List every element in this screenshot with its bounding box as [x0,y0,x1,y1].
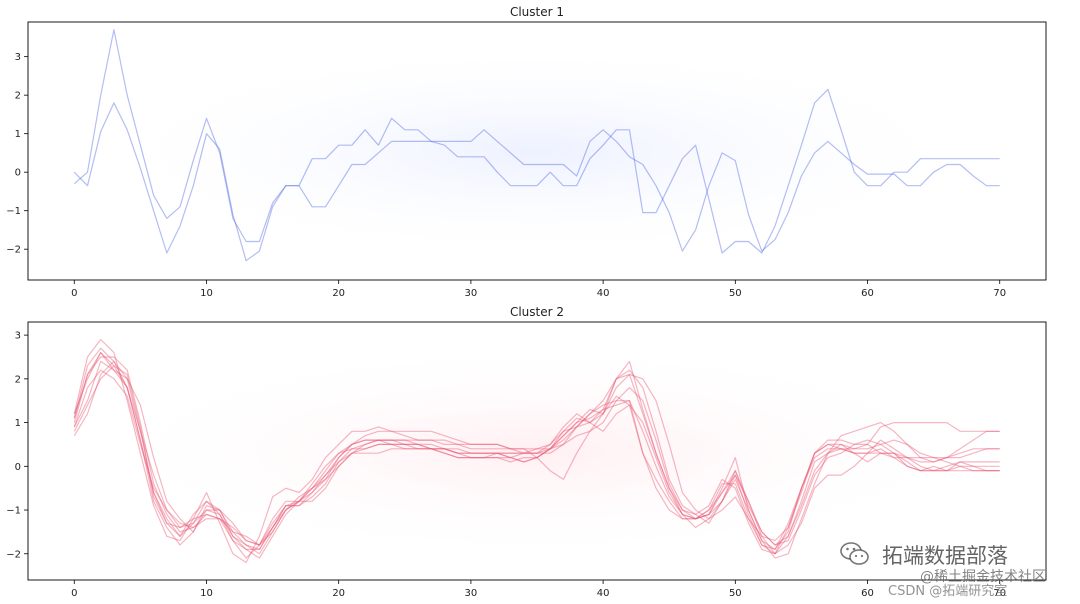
x-tick-label: 40 [597,288,610,299]
x-tick-label: 50 [729,288,742,299]
y-tick-label: 0 [15,168,21,179]
y-tick-label: −1 [6,506,21,517]
density-glow [80,42,994,260]
x-tick-label: 60 [861,288,874,299]
series-line-2 [73,360,1000,555]
y-tick-label: 2 [15,91,21,102]
series-line-1 [73,29,1000,254]
chart-title: Cluster 1 [510,5,564,19]
series-line-9 [73,369,1000,546]
series-line-6 [73,365,1000,555]
x-tick-label: 60 [861,588,874,599]
cluster-1-panel: 0 10 20 30 40 50 60 70 −2 −1 0 1 2 3 Cluster 1 [6,5,1047,299]
x-tick-label: 70 [993,588,1006,599]
x-tick-label: 30 [465,288,478,299]
y-tick-label: −2 [6,245,21,256]
cluster-2-panel: 0 10 20 30 40 50 60 70 −2 −1 0 1 2 3 Cluster 2 [6,305,1047,599]
chart-title: Cluster 2 [510,305,564,319]
wechat-icon [840,542,869,565]
y-tick-label: 3 [15,331,21,342]
series-line-5 [73,352,1000,555]
x-tick-label: 30 [465,588,478,599]
series-line-1 [73,352,1000,551]
y-tick-label: 2 [15,374,21,385]
x-tick-label: 10 [200,288,213,299]
x-tick-label: 20 [332,288,345,299]
x-tick-label: 20 [332,588,345,599]
x-tick-label: 10 [200,588,213,599]
x-tick-label: 0 [71,288,77,299]
y-tick-label: 3 [15,52,21,63]
y-tick-label: −2 [6,549,21,560]
x-tick-label: 40 [597,588,610,599]
series-line-2 [73,102,1000,262]
y-tick-label: 1 [15,129,21,140]
density-glow [80,342,994,560]
y-tick-label: 0 [15,462,21,473]
x-tick-label: 70 [993,288,1006,299]
series-line-8 [73,347,1000,559]
x-tick-label: 50 [729,588,742,599]
axes-frame [27,321,1047,581]
series-line-3 [73,356,1000,559]
axes-frame [27,21,1047,281]
series-line-7 [73,338,1000,564]
watermark-sub: @稀土掘金技术社区 [920,569,1046,585]
y-tick-label: 1 [15,418,21,429]
watermark-main: 拓端数据部落 [882,544,1008,568]
y-tick-label: −1 [6,206,21,217]
x-tick-label: 0 [71,588,77,599]
watermark-csdn: CSDN @拓端研究室 [888,584,1008,599]
series-line-4 [73,360,1000,546]
